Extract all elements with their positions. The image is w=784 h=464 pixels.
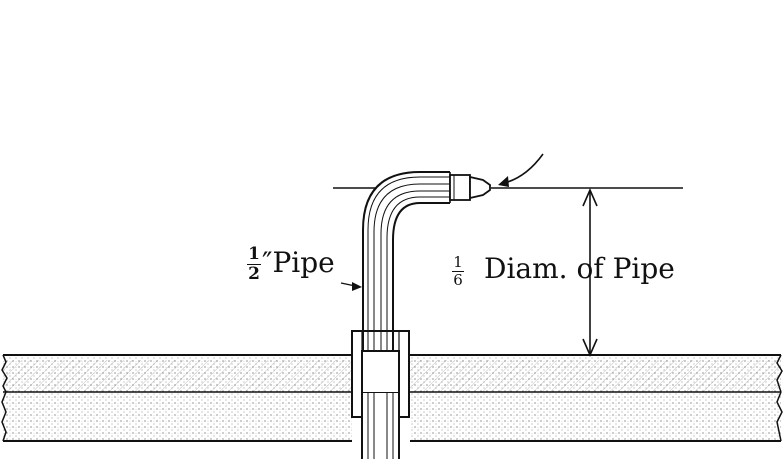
nozzle-tip xyxy=(449,174,491,201)
nozzle-pointer-arrow xyxy=(498,153,544,187)
diam-fraction-numerator: 1 xyxy=(453,253,463,271)
diam-fraction-bar xyxy=(452,271,464,272)
pipe-size-label: ″Pipe xyxy=(262,246,335,279)
height-dimension-label: Diam. of Pipe xyxy=(484,252,675,285)
diameter-fraction: 1 6 xyxy=(452,255,464,288)
pipe-label-leader xyxy=(340,282,362,291)
pipe-fraction-denominator: 2 xyxy=(248,264,260,284)
diam-fraction-denominator: 6 xyxy=(453,271,463,289)
lower-pipe xyxy=(361,393,400,459)
bent-pipe xyxy=(362,171,451,351)
pipe-fraction-numerator: 1 xyxy=(248,244,260,264)
height-dimension-arrow xyxy=(582,188,598,357)
pipe-fraction-bar xyxy=(247,264,261,265)
pipe-size-fraction: 1 2 xyxy=(247,246,261,283)
